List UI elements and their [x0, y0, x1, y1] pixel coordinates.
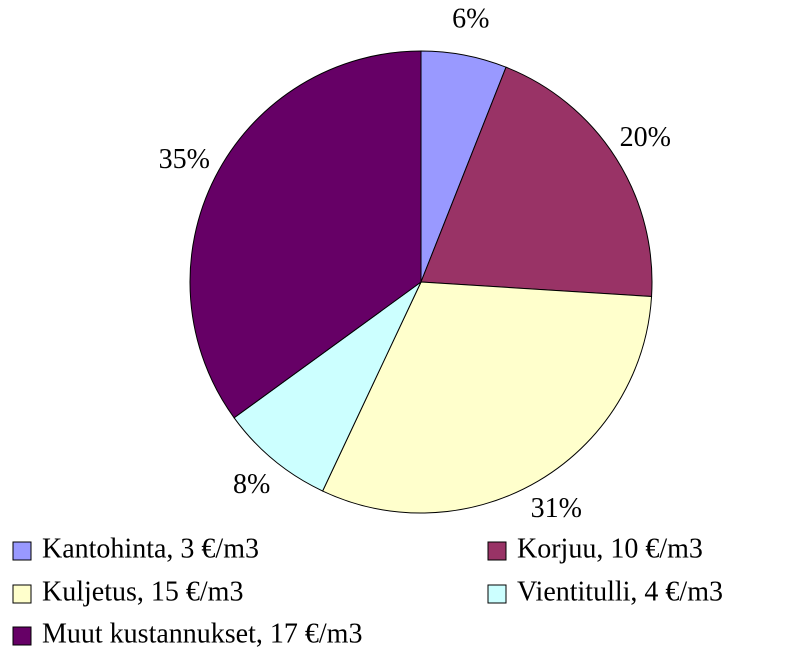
legend-swatch	[12, 541, 32, 561]
legend-swatch	[487, 541, 507, 561]
pie-slice	[189, 50, 422, 419]
legend-label: Kuljetus, 15 €/m3	[42, 576, 243, 607]
legend-swatch	[12, 626, 32, 646]
legend-label: Vientitulli, 4 €/m3	[517, 576, 723, 607]
pie-slice	[420, 66, 653, 298]
slice-label: 8%	[233, 469, 270, 500]
legend-swatch	[12, 584, 32, 604]
slice-label: 35%	[159, 144, 210, 175]
pie-slice	[233, 281, 422, 492]
slice-label: 31%	[531, 493, 582, 524]
legend-label: Korjuu, 10 €/m3	[517, 533, 703, 564]
pie-slice	[321, 281, 653, 514]
slice-label: 6%	[452, 3, 489, 34]
slice-label: 20%	[620, 122, 671, 153]
legend-swatch	[487, 584, 507, 604]
legend-label: Kantohinta, 3 €/m3	[42, 533, 259, 564]
legend-label: Muut kustannukset, 17 €/m3	[42, 618, 362, 649]
